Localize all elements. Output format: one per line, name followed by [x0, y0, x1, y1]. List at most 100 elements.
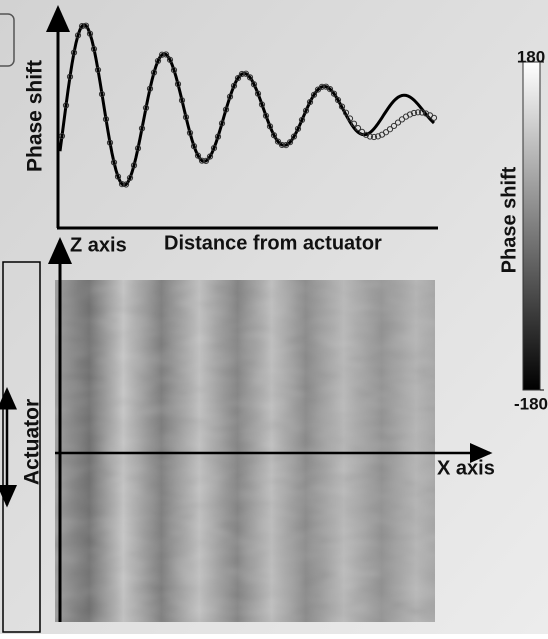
x-axis-label: X axis — [437, 457, 495, 479]
measured-point — [94, 66, 102, 74]
measured-point — [338, 103, 346, 110]
measured-point — [158, 51, 166, 58]
measured-point — [154, 57, 162, 65]
measured-point — [282, 142, 290, 149]
measured-point — [294, 125, 302, 132]
colorbar-tick-label: -180 — [514, 394, 548, 413]
measured-point — [130, 162, 138, 169]
measured-point — [258, 101, 266, 108]
measured-point — [334, 96, 342, 104]
measured-point — [194, 152, 202, 159]
panel-tab — [0, 13, 15, 67]
measured-point — [302, 107, 310, 114]
measured-point — [350, 120, 358, 127]
measured-point — [166, 56, 174, 63]
measured-point — [198, 157, 206, 164]
measured-point — [86, 30, 94, 37]
measured-point — [410, 109, 418, 117]
measured-point — [370, 133, 378, 141]
actuator-label: Actuator — [21, 399, 44, 485]
measured-point — [274, 138, 282, 145]
z-axis-label: Z axis — [70, 234, 127, 256]
measured-point — [394, 119, 402, 126]
measured-point — [374, 133, 382, 140]
measured-point — [342, 109, 350, 116]
measured-point — [238, 70, 246, 78]
measured-point — [266, 123, 274, 130]
measured-point — [178, 97, 186, 104]
measured-point — [206, 153, 214, 160]
measured-point — [306, 98, 314, 106]
measured-point — [142, 104, 150, 112]
measured-point — [298, 116, 306, 124]
measured-point — [262, 112, 270, 119]
measured-point — [346, 115, 354, 122]
measured-point — [246, 74, 254, 81]
measured-point — [162, 51, 170, 58]
measured-point — [270, 132, 278, 139]
measured-point — [182, 114, 190, 121]
measured-point — [58, 132, 66, 140]
measured-point — [390, 122, 398, 130]
measured-point — [382, 129, 390, 136]
measured-point — [226, 93, 234, 100]
measured-point — [118, 181, 126, 188]
measured-point — [122, 181, 130, 188]
measured-point — [354, 124, 362, 132]
measured-point — [138, 125, 146, 132]
measured-point — [106, 139, 114, 146]
measured-point — [290, 133, 298, 140]
measured-point — [386, 126, 394, 133]
measured-point — [318, 83, 326, 90]
measured-point — [254, 90, 262, 97]
measured-point — [414, 109, 422, 116]
measured-point — [430, 114, 438, 121]
measured-point — [150, 69, 158, 76]
measured-point — [230, 82, 238, 89]
measured-point — [98, 91, 106, 98]
measured-point — [202, 157, 210, 165]
measured-point — [66, 73, 74, 80]
measured-point — [102, 116, 110, 123]
fit-line — [58, 23, 436, 187]
colorbar — [522, 61, 541, 391]
measured-point — [418, 109, 426, 116]
colorbar-ticks: 180 -180 — [514, 47, 548, 413]
colorbar-label: Phase shift — [498, 166, 520, 273]
measured-point — [170, 67, 178, 74]
measured-point — [330, 90, 338, 97]
plot-curve — [58, 22, 438, 188]
measured-point — [90, 45, 98, 53]
plot-y-label: Phase shift — [24, 60, 47, 172]
measured-point — [310, 91, 318, 98]
measured-point — [326, 86, 334, 93]
measured-point — [286, 139, 294, 146]
measured-point — [126, 174, 134, 182]
measured-point — [250, 81, 258, 88]
measured-point — [366, 133, 374, 140]
measured-point — [114, 173, 122, 180]
measured-point — [218, 120, 226, 127]
measured-point — [174, 81, 182, 88]
phase-image-texture — [55, 280, 435, 622]
measured-point — [214, 133, 222, 140]
measured-point — [406, 111, 414, 118]
measured-point — [190, 143, 198, 150]
measured-point — [186, 129, 194, 137]
measured-point — [210, 145, 218, 152]
measured-point — [278, 141, 286, 149]
measured-point — [146, 85, 154, 92]
measured-point — [242, 70, 250, 77]
measured-point — [222, 106, 230, 113]
measured-point — [74, 32, 82, 39]
colorbar-tick-label: 180 — [517, 47, 545, 66]
measured-point — [82, 22, 90, 29]
plot-x-label: Distance from actuator — [164, 232, 382, 254]
measured-point — [62, 102, 70, 109]
measured-point — [78, 23, 86, 30]
measured-point — [134, 145, 142, 152]
measured-point — [358, 128, 366, 135]
measured-point — [110, 159, 118, 166]
measured-point — [234, 74, 242, 82]
